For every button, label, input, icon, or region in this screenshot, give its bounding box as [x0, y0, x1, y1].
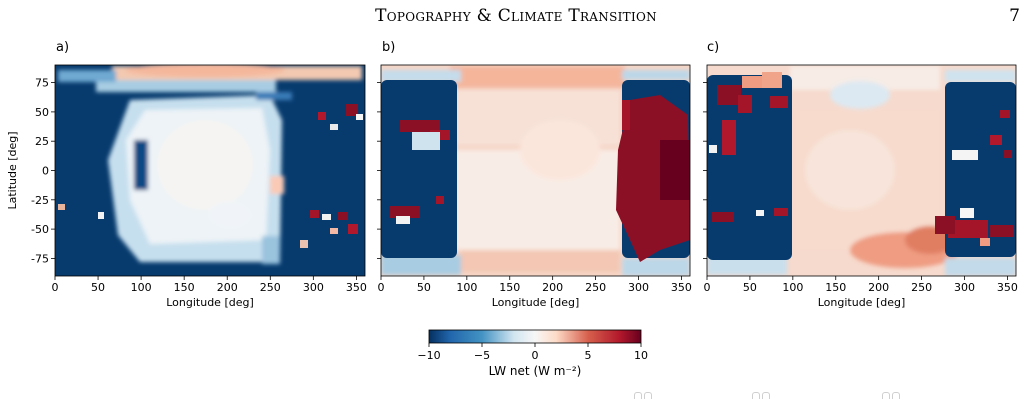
panel-label-b: b)	[382, 40, 396, 55]
x-tick-label: 250	[260, 281, 281, 294]
panel-label-c: c)	[707, 40, 720, 55]
x-tick-label: 300	[303, 281, 324, 294]
x-tick-label: 200	[542, 281, 563, 294]
colorbar-tick-label: 0	[532, 349, 539, 362]
x-tick-label: 50	[417, 281, 431, 294]
x-tick-label: 250	[911, 281, 932, 294]
page-number: 7	[1009, 6, 1020, 26]
heatmap-panel-b	[381, 65, 690, 276]
x-tick-label: 200	[217, 281, 238, 294]
panel-label-a: a)	[56, 40, 70, 55]
x-tick-label: 150	[499, 281, 520, 294]
y-tick-label: 0	[42, 165, 49, 178]
colorbar-tick-label: 10	[634, 349, 648, 362]
x-tick-label: 250	[585, 281, 606, 294]
x-tick-label: 100	[782, 281, 803, 294]
y-tick-label: 25	[35, 135, 49, 148]
y-tick-label: 75	[35, 77, 49, 90]
y-axis-label: Latitude [deg]	[6, 131, 19, 209]
x-axis-label-c: Longitude [deg]	[818, 296, 906, 309]
x-tick-label: 300	[628, 281, 649, 294]
x-tick-label: 350	[346, 281, 367, 294]
x-tick-label: 350	[997, 281, 1018, 294]
x-tick-label: 0	[704, 281, 711, 294]
colorbar-tick-label: −10	[417, 349, 440, 362]
x-tick-label: 350	[671, 281, 692, 294]
x-tick-label: 100	[131, 281, 152, 294]
y-tick-label: -75	[31, 252, 49, 265]
running-header: Topography & Climate Transition 7	[0, 4, 1032, 30]
x-tick-label: 0	[52, 281, 59, 294]
colorbar: −10 −5 0 5 10 LW net (W m⁻²)	[417, 329, 648, 378]
y-tick-label: 50	[35, 106, 49, 119]
y-tick-label: -25	[31, 194, 49, 207]
heatmap-panel-a	[55, 65, 365, 276]
y-tick-label: -50	[31, 223, 49, 236]
x-tick-label: 300	[954, 281, 975, 294]
colorbar-label: LW net (W m⁻²)	[489, 364, 582, 378]
heatmap-panel-c	[707, 65, 1016, 276]
x-tick-label: 150	[174, 281, 195, 294]
x-tick-label: 200	[868, 281, 889, 294]
x-axis-label-b: Longitude [deg]	[492, 296, 580, 309]
x-tick-label: 50	[743, 281, 757, 294]
colorbar-tick-label: −5	[474, 349, 490, 362]
x-tick-label: 0	[378, 281, 385, 294]
x-tick-label: 50	[91, 281, 105, 294]
x-tick-label: 100	[456, 281, 477, 294]
caption-cut-off	[0, 392, 1032, 402]
running-title: Topography & Climate Transition	[375, 6, 657, 26]
x-axis-label-a: Longitude [deg]	[166, 296, 254, 309]
x-tick-label: 150	[825, 281, 846, 294]
colorbar-tick-label: 5	[585, 349, 592, 362]
